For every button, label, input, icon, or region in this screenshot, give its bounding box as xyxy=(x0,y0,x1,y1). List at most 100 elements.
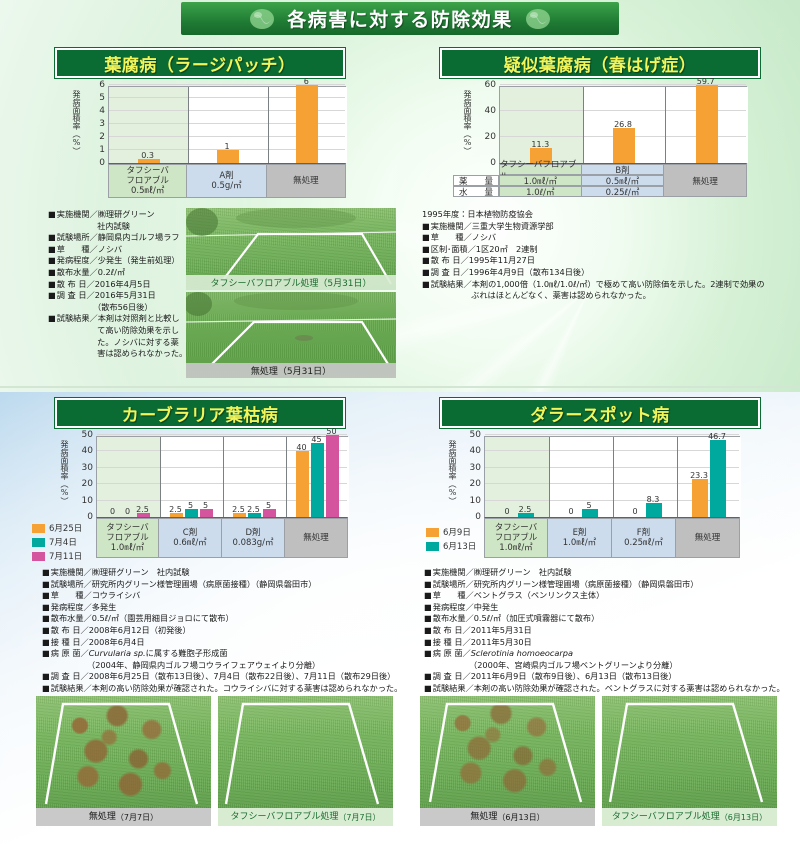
category-separator xyxy=(549,437,550,517)
section-title-large-patch: 葉腐病（ラージパッチ） xyxy=(55,48,345,78)
note-text: ベントグラス（ペンリンクス主体） xyxy=(473,590,605,601)
y-axis-label: 発病面積率（%） xyxy=(448,440,457,505)
bullet-icon: ■ xyxy=(424,578,432,589)
plot-area xyxy=(484,434,741,518)
bullet-icon: ■ xyxy=(422,278,430,289)
note-line: ■ 実施機関／ ㈱理研グリーン 社内試験 xyxy=(424,567,784,579)
note-text: 多発生 xyxy=(91,601,117,612)
bar-value-label: 59.7 xyxy=(696,77,715,87)
category-separator xyxy=(223,437,224,517)
note-text: 静岡県内ゴルフ場ラフ xyxy=(97,232,180,243)
photo-caption-treated-curvularia: タフシーバフロアブル処理 （7月7日） xyxy=(218,808,393,826)
bullet-icon: ■ xyxy=(42,578,50,589)
note-label: 試験結果／ xyxy=(430,278,472,289)
bullet-icon: ■ xyxy=(42,624,50,635)
notes-spring-dead-spot: 1995年度：日本植物防疫協会 ■ 実施機関／ 三重大学生物資源学部 ■ 草 種／ ノシバ ■… xyxy=(422,209,782,302)
category-separator xyxy=(613,437,614,517)
category-label-line: 無処理 xyxy=(694,533,721,543)
y-axis-tick: 0 xyxy=(99,158,105,168)
category-label-line: 0.6㎖/㎡ xyxy=(173,538,207,548)
bar xyxy=(248,512,261,517)
note-text: 1996年4月9日（散布134日後） xyxy=(468,266,590,277)
category-label-line: 0.083g/㎡ xyxy=(232,538,274,548)
note-line: ■ 散 布 日／ 2008年6月12日（初発後） xyxy=(42,625,402,637)
bullet-icon: ■ xyxy=(48,255,56,266)
category-label-line: タフシーバ xyxy=(494,523,538,533)
legend-swatch xyxy=(32,537,45,547)
note-text: 中発生 xyxy=(473,601,499,612)
bar-value-label: 2.5 xyxy=(518,504,532,514)
y-axis-tick: 0 xyxy=(475,512,481,522)
note-text: ㈱理研グリーン 社内試験 xyxy=(91,567,190,577)
note-label: 草 種／ xyxy=(432,590,474,601)
note-text: 2016年4月5日 xyxy=(94,278,151,289)
legend-item: 6月9日 xyxy=(426,526,476,538)
note-line: ■ 調 査 日／ 1996年4月9日（散布134日後） xyxy=(422,267,782,279)
bar xyxy=(530,148,553,163)
bullet-icon: ■ xyxy=(48,278,56,289)
y-axis-tick: 20 xyxy=(484,132,496,142)
gridline xyxy=(109,149,345,150)
gridline xyxy=(485,450,739,452)
bullet-icon: ■ xyxy=(42,682,50,693)
bar xyxy=(710,440,726,517)
note-label: 試験場所／ xyxy=(50,578,92,589)
note-line: ■ 散布水量／ 0.5ℓ/㎡（園芸用細目ジョロにて散布） xyxy=(42,613,402,625)
note-text: コウライシバ xyxy=(91,590,141,601)
gridline xyxy=(485,499,739,501)
bullet-icon: ■ xyxy=(424,636,432,647)
category-separator xyxy=(188,87,190,163)
y-axis-tick: 60 xyxy=(484,80,496,90)
notes-dollar-spot: ■ 実施機関／ ㈱理研グリーン 社内試験 ■ 試験場所／ 研究所内グリーン様管理圃場（病原… xyxy=(424,567,785,695)
note-line: ■ 散布水量／ 0.2ℓ/㎡ xyxy=(48,267,186,279)
note-text: 研究所内グリーン様管理圃場（病原菌接種）（静岡県磐田市） xyxy=(91,578,317,589)
page-banner: 各病害に対する防除効果 xyxy=(181,2,619,35)
note-line: て高い防除効果を示し xyxy=(48,325,186,337)
notes-curvularia: ■ 実施機関／ ㈱理研グリーン 社内試験 ■ 試験場所／ 研究所内グリーン様管理圃場（病原… xyxy=(42,567,402,695)
bullet-icon: ■ xyxy=(48,290,56,301)
photo-treated-dollar-spot xyxy=(602,696,777,808)
note-text: 本剤の高い防除効果が確認された。ベントグラスに対する薬害は認められなかった。 xyxy=(473,682,785,693)
bar-value-label: 0.3 xyxy=(141,151,155,161)
note-label: 散 布 日／ xyxy=(56,278,95,289)
bar xyxy=(518,512,534,517)
note-text: （散布56日後） xyxy=(48,301,153,312)
y-axis-tick: 6 xyxy=(99,80,105,90)
note-label: 実施機関／ xyxy=(432,567,474,577)
category-label-4: 無処理 xyxy=(676,518,740,558)
plot-outline xyxy=(224,702,380,805)
legend-item: 6月13日 xyxy=(426,540,476,552)
note-label: 病 原 菌／ xyxy=(432,648,471,659)
y-axis-tick: 40 xyxy=(484,106,496,116)
note-label: 散布水量／ xyxy=(432,613,474,624)
plot-cell xyxy=(97,437,160,517)
category-label-2: A剤 0.5g/㎡ xyxy=(187,164,267,198)
bullet-icon: ■ xyxy=(42,636,50,647)
note-text: 本剤の高い防除効果が確認された。コウライシバに対する薬害は認められなかった。 xyxy=(91,682,403,693)
legend-label: 7月11日 xyxy=(49,552,83,562)
plot-outline xyxy=(186,208,396,285)
bullet-icon: ■ xyxy=(422,266,430,277)
chart-legend: 6月25日 7月4日 7月11日 xyxy=(32,522,82,562)
gridline xyxy=(97,483,347,485)
bullet-icon: ■ xyxy=(424,567,432,577)
note-text: て高い防除効果を示し xyxy=(48,324,180,335)
section-divider xyxy=(0,386,800,388)
y-axis-tick: 10 xyxy=(81,495,93,506)
category-separator xyxy=(677,437,678,517)
note-line: （2000年、宮崎県内ゴルフ場ベントグリーンより分離） xyxy=(424,660,784,672)
bullet-icon: ■ xyxy=(424,601,432,612)
note-text: 0.5ℓ/㎡（加圧式噴霧器にて散布） xyxy=(473,613,600,624)
note-line: ■ 試験場所／ 研究所内グリーン様管理圃場（病原菌接種）（静岡県磐田市） xyxy=(424,579,784,591)
note-text: 2016年5月31日 xyxy=(94,290,156,301)
category-label-line: C剤 xyxy=(182,528,198,538)
table-row-header: 水 量 xyxy=(453,186,499,198)
chart-spring-dead-spot: 発病面積率（%） 0 20 40 60 11.3 26.8 59.7 タフシーバフロアブルB剤無… xyxy=(453,77,775,199)
bar-value-label: 8.3 xyxy=(646,495,660,505)
note-line: ■ 接 種 日／ 2008年6月4日 xyxy=(42,637,402,649)
legend-swatch xyxy=(32,551,45,561)
bar-value-label: 0 xyxy=(504,506,510,516)
note-text: 2008年6月4日 xyxy=(88,636,145,647)
note-text: 本剤の1,000倍（1.0㎖/1.0ℓ/㎡）で極めて高い防除価を示した。2連制で… xyxy=(471,278,765,289)
bar xyxy=(200,508,213,517)
